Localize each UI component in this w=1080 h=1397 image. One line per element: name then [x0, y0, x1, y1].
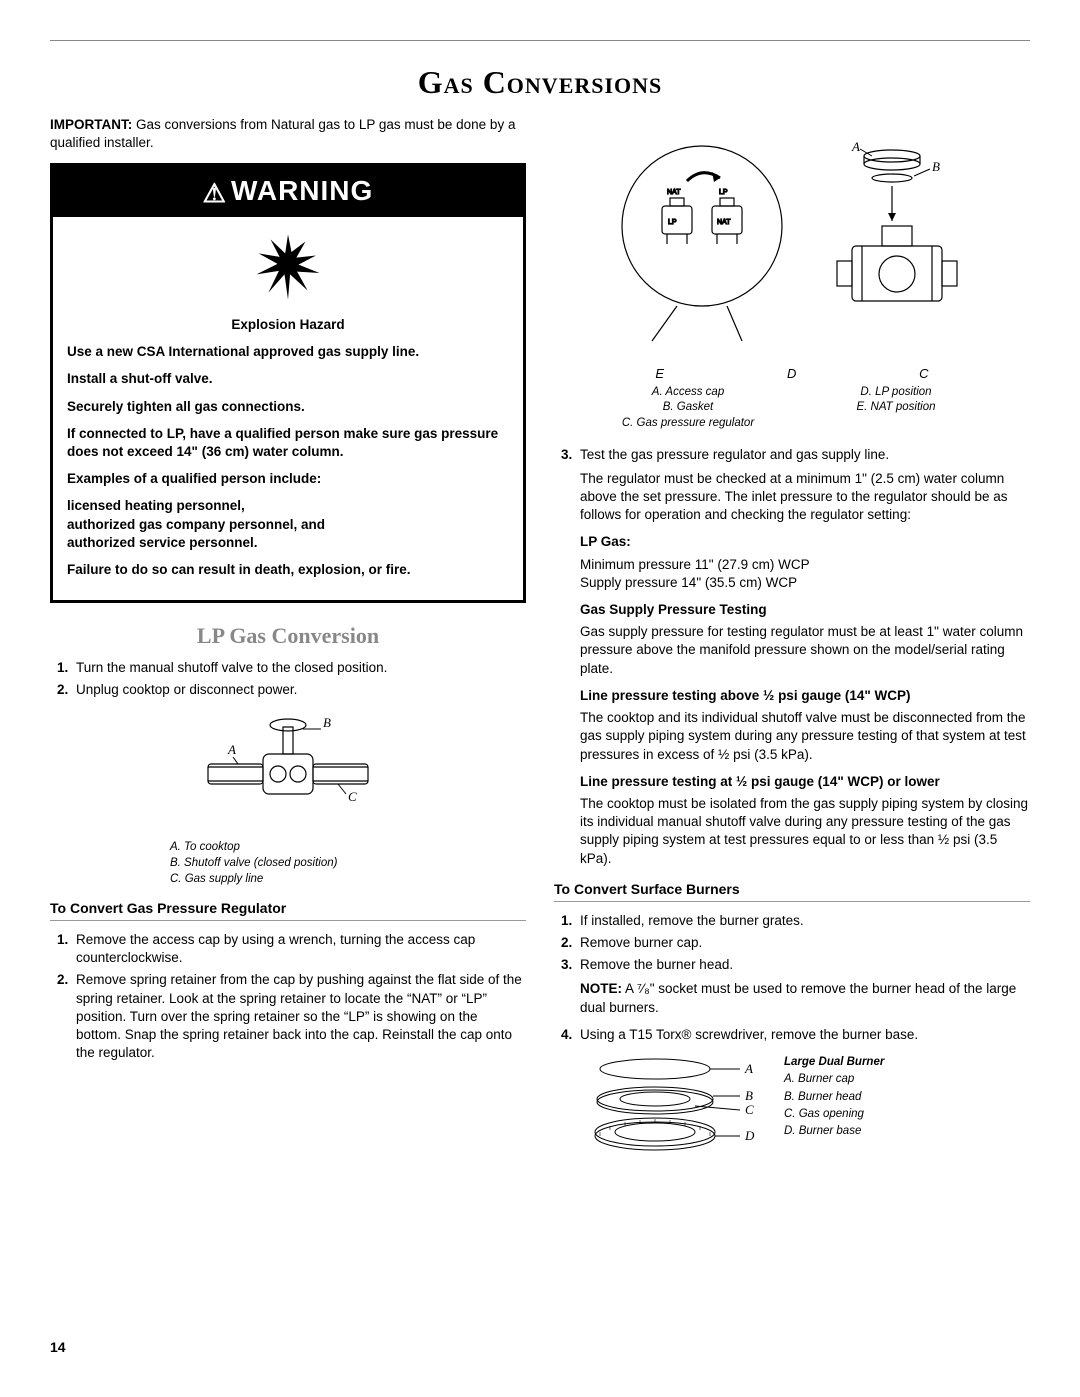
warning-line: licensed heating personnel, authorized g…: [67, 497, 509, 552]
svg-text:NAT: NAT: [667, 189, 681, 196]
svg-text:B: B: [745, 1088, 753, 1103]
svg-text:D: D: [744, 1128, 755, 1143]
test-para: The regulator must be checked at a minim…: [580, 470, 1030, 525]
lp-line: Supply pressure 14" (35.5 cm) WCP: [580, 574, 1030, 592]
regulator-caption: A. Access cap B. Gasket C. Gas pressure …: [554, 383, 1030, 440]
warning-line: Use a new CSA International approved gas…: [67, 343, 509, 361]
valve-figure: A B C A. To cooktop B. Shutoff valve (cl…: [50, 709, 526, 887]
burner-figure: A B C D Large Dual Burner A. Burner cap …: [554, 1054, 1030, 1169]
svg-text:A: A: [744, 1061, 753, 1076]
step-text: Remove the burner head.: [580, 957, 733, 972]
step-item: If installed, remove the burner grates.: [576, 912, 1030, 930]
caption-line: D. LP position: [792, 385, 1000, 401]
warning-line: Securely tighten all gas connections.: [67, 398, 509, 416]
caption-line: B. Burner head: [784, 1089, 884, 1106]
step-item: Using a T15 Torx® screwdriver, remove th…: [576, 1026, 1030, 1044]
svg-text:A: A: [227, 742, 236, 757]
step-item: Turn the manual shutoff valve to the clo…: [72, 659, 526, 677]
supply-heading: Gas Supply Pressure Testing: [580, 601, 1030, 619]
below-heading: Line pressure testing at ½ psi gauge (14…: [580, 773, 1030, 791]
rule: [554, 901, 1030, 902]
warning-triangle-icon: ⚠: [203, 176, 227, 211]
svg-text:C: C: [348, 789, 357, 804]
caption-line: A. Access cap: [584, 385, 792, 401]
top-rule: [50, 40, 1030, 41]
svg-text:B: B: [932, 159, 940, 174]
important-label: IMPORTANT:: [50, 117, 132, 132]
label-e: E: [655, 365, 664, 383]
caption-line: C. Gas supply line: [170, 871, 526, 887]
important-note: IMPORTANT: Gas conversions from Natural …: [50, 116, 526, 152]
valve-caption: A. To cooktop B. Shutoff valve (closed p…: [50, 839, 526, 887]
regulator-figure: LP NAT NAT LP: [554, 126, 1030, 439]
regulator-bottom-labels: E D C: [554, 365, 1030, 383]
content-columns: IMPORTANT: Gas conversions from Natural …: [50, 116, 1030, 1296]
step-item: Test the gas pressure regulator and gas …: [576, 446, 1030, 868]
svg-text:LP: LP: [719, 189, 728, 196]
warning-header-text: WARNING: [231, 175, 373, 206]
label-c: C: [919, 365, 928, 383]
hazard-title: Explosion Hazard: [67, 316, 509, 334]
warning-line: Examples of a qualified person include:: [67, 470, 509, 488]
burner-note: NOTE: A ⁷⁄₈" socket must be used to remo…: [580, 980, 1030, 1016]
warning-body: Explosion Hazard Use a new CSA Internati…: [53, 316, 523, 600]
warning-box: ⚠WARNING Explosion Hazard Use a new CSA …: [50, 163, 526, 604]
svg-text:B: B: [323, 715, 331, 730]
lp-conversion-heading: LP Gas Conversion: [50, 621, 526, 651]
step-item: Remove the burner head. NOTE: A ⁷⁄₈" soc…: [576, 956, 1030, 1017]
burner-steps: If installed, remove the burner grates. …: [554, 912, 1030, 1044]
burner-diagram: A B C D: [580, 1054, 770, 1169]
regulator-heading: To Convert Gas Pressure Regulator: [50, 899, 526, 918]
caption-line: C. Gas pressure regulator: [584, 416, 792, 432]
caption-line: B. Gasket: [584, 400, 792, 416]
lp-line: Minimum pressure 11" (27.9 cm) WCP: [580, 556, 1030, 574]
svg-text:A: A: [851, 139, 860, 154]
regulator-steps: Remove the access cap by using a wrench,…: [50, 931, 526, 1063]
step-item: Remove spring retainer from the cap by p…: [72, 971, 526, 1062]
explosion-icon: [53, 217, 523, 316]
burner-heading: To Convert Surface Burners: [554, 880, 1030, 899]
caption-line: D. Burner base: [784, 1123, 884, 1140]
svg-text:C: C: [745, 1102, 754, 1117]
supply-para: Gas supply pressure for testing regulato…: [580, 623, 1030, 678]
caption-line: B. Shutoff valve (closed position): [170, 855, 526, 871]
warning-line: Failure to do so can result in death, ex…: [67, 561, 509, 579]
warning-line: If connected to LP, have a qualified per…: [67, 425, 509, 461]
below-para: The cooktop must be isolated from the ga…: [580, 795, 1030, 868]
rule: [50, 920, 526, 921]
step-item: Remove burner cap.: [576, 934, 1030, 952]
caption-line: A. Burner cap: [784, 1071, 884, 1088]
svg-text:NAT: NAT: [717, 219, 731, 226]
burner-fig-title: Large Dual Burner: [784, 1054, 884, 1071]
step-text: Test the gas pressure regulator and gas …: [580, 447, 889, 462]
warning-line: Install a shut-off valve.: [67, 370, 509, 388]
above-para: The cooktop and its individual shutoff v…: [580, 709, 1030, 764]
page-title: Gas Conversions: [50, 61, 1030, 104]
caption-line: A. To cooktop: [170, 839, 526, 855]
lp-gas-label: LP Gas:: [580, 533, 1030, 551]
caption-line: E. NAT position: [792, 400, 1000, 416]
note-text: A ⁷⁄₈" socket must be used to remove the…: [580, 981, 1016, 1014]
step-item: Unplug cooktop or disconnect power.: [72, 681, 526, 699]
test-steps: Test the gas pressure regulator and gas …: [554, 446, 1030, 868]
note-label: NOTE:: [580, 981, 622, 996]
lp-steps: Turn the manual shutoff valve to the clo…: [50, 659, 526, 699]
step-item: Remove the access cap by using a wrench,…: [72, 931, 526, 967]
burner-labels: Large Dual Burner A. Burner cap B. Burne…: [784, 1054, 884, 1169]
caption-line: C. Gas opening: [784, 1106, 884, 1123]
svg-text:LP: LP: [668, 219, 677, 226]
page-number: 14: [50, 1338, 66, 1357]
above-heading: Line pressure testing above ½ psi gauge …: [580, 687, 1030, 705]
label-d: D: [787, 365, 796, 383]
warning-header: ⚠WARNING: [53, 166, 523, 217]
